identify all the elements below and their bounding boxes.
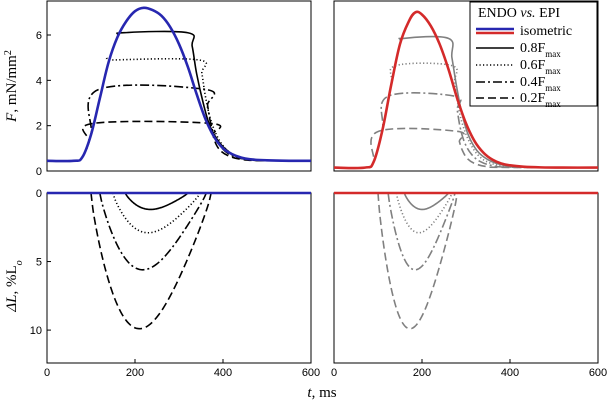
ylabel-top: F, mN/mm2 [3,50,21,123]
panel-bottom-left-series [47,191,311,330]
legend-label-0.4fmax: 0.4Fmax [520,75,561,93]
legend-label-0.2fmax-sub: max [545,99,561,109]
panel-bottom-right-frame [333,192,599,364]
xtick-label: 600 [302,367,320,379]
legend-label-0.8fmax-base: 0.8F [520,41,546,56]
series-0.6fmax-bottom-left [112,192,201,234]
legend-samples [476,27,514,99]
xtick-label: 0 [44,367,50,379]
legend-label-0.4fmax-sub: max [545,83,561,93]
legend-label-isometric-text: isometric [520,24,572,39]
panel-top-right-series [333,10,599,170]
series-0.8fmax-bottom-left [124,192,189,211]
ylabel-bottom-subscript: o [14,260,25,265]
series-0.6fmax-bottom-right [395,192,453,234]
legend-box [469,1,598,107]
ylabel-top-unit: , mN/mm [4,55,20,113]
panel-top-left-series [46,6,312,163]
legend-title-part-1: ENDO [478,6,520,21]
xlabel-unit: , ms [312,385,337,401]
xlabel-symbol: t [307,385,312,401]
xlabel: t, ms [307,385,336,401]
xtick-label: 0 [331,367,337,379]
series-isometric-top-left [46,6,312,163]
xtick-label: 600 [589,367,607,379]
legend-title-vs: vs. [520,6,535,21]
ylabel-bottom-symbol: ΔL [4,295,20,313]
xtick-label: 400 [214,367,232,379]
ytick-label: 10 [30,325,42,337]
axis-ticks: 0 2 4 6 0 5 10 0 200 400 600 0 200 400 600 [30,30,607,379]
xtick-label: 200 [126,367,144,379]
ylabel-top-symbol: F [4,112,20,123]
panel-top-right-frame [333,0,599,172]
legend-label-0.6fmax: 0.6Fmax [520,58,561,76]
series-0.2fmax-bottom-left [90,192,212,330]
ylabel-top-exponent: 2 [3,50,14,55]
legend-label-0.8fmax-sub: max [545,49,561,59]
ytick-label: 0 [36,166,42,178]
ytick-label: 4 [36,75,42,87]
ytick-label: 2 [36,121,42,133]
legend-title: ENDO vs. EPI [478,6,560,21]
ytick-label: 5 [36,257,42,269]
series-isometric-top-right [333,10,599,170]
curves [46,6,599,330]
legend-label-0.2fmax-base: 0.2F [520,91,546,106]
ytick-label: 0 [36,188,42,200]
xtick-label: 400 [501,367,519,379]
ylabel-bottom-unit: , %L [4,265,20,294]
series-0.4fmax-bottom-right [387,192,456,271]
legend-label-0.6fmax-sub: max [545,66,561,76]
legend-label-0.4fmax-base: 0.4F [520,75,546,90]
panel-bottom-right-series [334,191,598,330]
panels [46,0,599,364]
series-0.8fmax-top-left [46,30,312,162]
series-0.2fmax-bottom-right [377,192,458,330]
legend-title-part-2: EPI [536,6,561,21]
series-0.4fmax-bottom-left [99,192,208,271]
legend-label-0.8fmax: 0.8Fmax [520,41,561,59]
legend-label-0.2fmax: 0.2Fmax [520,91,561,109]
xtick-label: 200 [413,367,431,379]
ytick-label: 6 [36,30,42,42]
legend-label-isometric: isometric [520,24,572,39]
ylabel-bottom: ΔL, %Lo [4,260,25,312]
legend-label-0.6fmax-base: 0.6F [520,58,546,73]
legend: ENDO vs. EPI isometric 0.8Fmax 0.6Fmax 0… [469,1,598,109]
series-0.2fmax-top-left [46,120,312,162]
series-0.8fmax-bottom-right [403,192,450,211]
panel-top-left-frame [46,0,312,172]
